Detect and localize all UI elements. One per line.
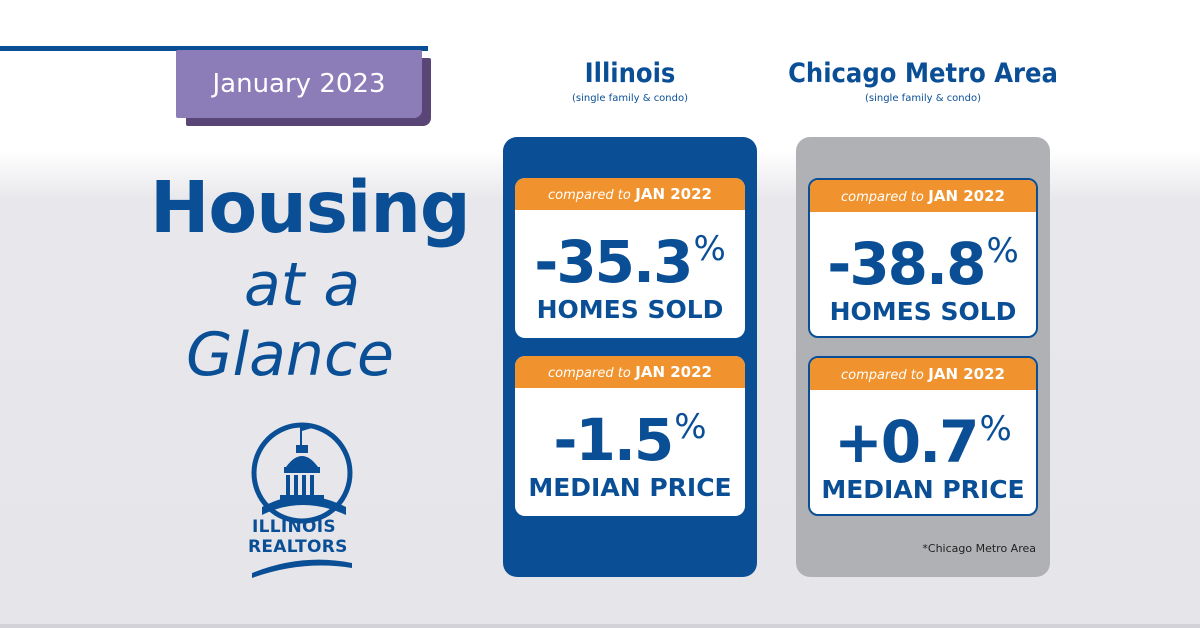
column-title: Chicago Metro Area xyxy=(788,58,1058,89)
logo-text-illinois: ILLINOIS xyxy=(252,517,336,537)
stat-card-median-price: compared to JAN 2022 -1.5% MEDIAN PRICE xyxy=(515,356,745,516)
stat-value: -1.5% xyxy=(515,394,745,473)
compare-period: JAN 2022 xyxy=(635,363,712,381)
footnote: *Chicago Metro Area xyxy=(922,542,1036,555)
stat-value: -38.8% xyxy=(810,218,1036,297)
stat-card-homes-sold: compared to JAN 2022 -38.8% HOMES SOLD xyxy=(808,178,1038,338)
stat-number: -1.5 xyxy=(553,406,674,474)
compare-label: compared to xyxy=(841,368,924,383)
headline-at-a: at a xyxy=(244,250,361,320)
compare-label: compared to xyxy=(841,190,924,205)
percent-sign: % xyxy=(979,409,1012,449)
compare-period: JAN 2022 xyxy=(928,187,1005,205)
column-subtitle: (single family & condo) xyxy=(864,93,982,104)
column-header-chicago: Chicago Metro Area (single family & cond… xyxy=(776,58,1070,106)
chicago-panel: compared to JAN 2022 -38.8% HOMES SOLD c… xyxy=(796,137,1050,577)
headline-glance: Glance xyxy=(186,320,394,390)
logo-text-realtors: REALTORS xyxy=(248,537,348,557)
compare-label: compared to xyxy=(548,188,631,203)
column-subtitle: (single family & condo) xyxy=(571,93,689,104)
stat-number: +0.7 xyxy=(834,408,979,476)
stat-label: MEDIAN PRICE xyxy=(821,475,1025,504)
percent-sign: % xyxy=(674,407,707,447)
percent-sign: % xyxy=(986,231,1019,271)
illinois-panel: compared to JAN 2022 -35.3% HOMES SOLD c… xyxy=(503,137,757,577)
compare-period: JAN 2022 xyxy=(928,365,1005,383)
headline-housing: Housing xyxy=(150,166,471,249)
stat-value: +0.7% xyxy=(810,396,1036,475)
stat-card-median-price: compared to JAN 2022 +0.7% MEDIAN PRICE xyxy=(808,356,1038,516)
stat-label: HOMES SOLD xyxy=(829,297,1017,326)
stat-number: -38.8 xyxy=(827,230,986,298)
compare-period: JAN 2022 xyxy=(635,185,712,203)
percent-sign: % xyxy=(693,229,726,269)
stat-label: HOMES SOLD xyxy=(536,295,724,324)
stat-number: -35.3 xyxy=(534,228,693,296)
column-title: Illinois xyxy=(584,58,676,89)
column-header-illinois: Illinois (single family & condo) xyxy=(503,58,757,106)
stat-card-homes-sold: compared to JAN 2022 -35.3% HOMES SOLD xyxy=(515,178,745,338)
comparison-tab: compared to JAN 2022 xyxy=(515,178,745,210)
comparison-tab: compared to JAN 2022 xyxy=(810,180,1036,212)
bottom-band xyxy=(0,624,1200,628)
top-rule xyxy=(0,46,428,51)
compare-label: compared to xyxy=(548,366,631,381)
capitol-dome-icon xyxy=(251,422,353,578)
stat-value: -35.3% xyxy=(515,216,745,295)
comparison-tab: compared to JAN 2022 xyxy=(810,358,1036,390)
date-badge: January 2023 xyxy=(176,50,422,118)
stat-label: MEDIAN PRICE xyxy=(528,473,732,502)
comparison-tab: compared to JAN 2022 xyxy=(515,356,745,388)
